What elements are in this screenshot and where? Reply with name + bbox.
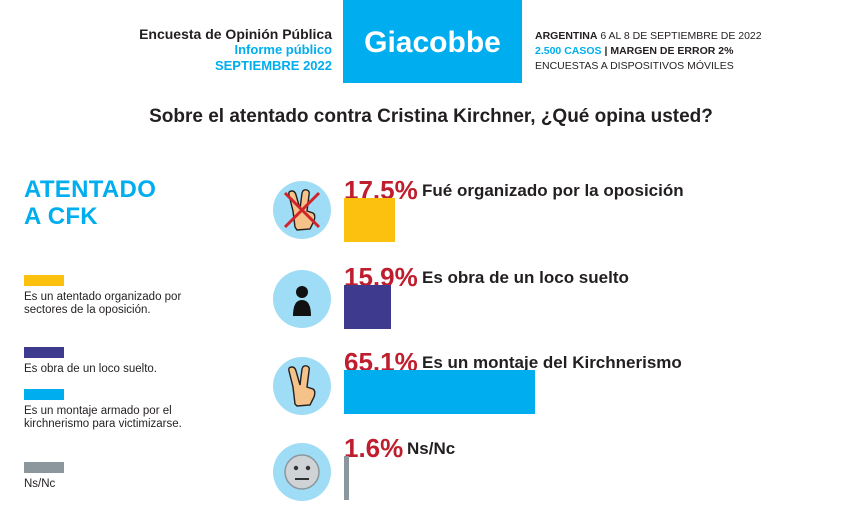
sample-line: 2.500 CASOS | MARGEN DE ERROR 2% (535, 44, 762, 59)
legend-swatch (24, 389, 64, 400)
person-silhouette-icon (273, 270, 331, 328)
bar-category-label: Ns/Nc (407, 439, 456, 458)
bar (344, 198, 395, 242)
bar-category-label: Es obra de un loco suelto (422, 268, 629, 287)
neutral-face-icon (273, 443, 331, 501)
bar-category-label: Fué organizado por la oposición (422, 181, 684, 200)
bar-value-label: 1.6% (344, 433, 404, 463)
legend-label: Ns/Nc (24, 478, 56, 490)
sample-cases: 2.500 CASOS (535, 45, 602, 57)
legend-item: Es un montaje armado por el kirchnerismo… (24, 389, 184, 431)
legend-label: Es un atentado organizado por sectores d… (24, 291, 182, 316)
legend-label: Es un montaje armado por el kirchnerismo… (24, 405, 182, 430)
bar (344, 370, 535, 414)
legend-swatch (24, 462, 64, 473)
victory-hand-icon (273, 357, 331, 415)
bar (344, 456, 349, 500)
header-right: ARGENTINA 6 AL 8 DE SEPTIEMBRE DE 2022 2… (535, 29, 762, 74)
survey-method: ENCUESTAS A DISPOSITIVOS MÓVILES (535, 60, 734, 72)
header-left: Encuesta de Opinión Pública Informe públ… (92, 26, 332, 74)
survey-title: Encuesta de Opinión Pública (139, 26, 332, 42)
section-title-line1: ATENTADO (24, 176, 157, 203)
legend-swatch (24, 347, 64, 358)
report-month: SEPTIEMBRE 2022 (214, 58, 332, 73)
bar-category-label: Es un montaje del Kirchnerismo (422, 353, 682, 372)
survey-question: Sobre el atentado contra Cristina Kirchn… (149, 106, 713, 127)
report-type: Informe público (234, 42, 333, 57)
legend-label: Es obra de un loco suelto. (24, 363, 157, 375)
margin-of-error: MARGEN DE ERROR 2% (610, 45, 734, 57)
survey-dates-line: ARGENTINA 6 AL 8 DE SEPTIEMBRE DE 2022 (535, 29, 762, 44)
survey-dates: 6 AL 8 DE SEPTIEMBRE DE 2022 (600, 30, 762, 42)
legend-item: Ns/Nc (24, 462, 184, 491)
legend-item: Es un atentado organizado por sectores d… (24, 275, 184, 317)
bar (344, 285, 391, 329)
country: ARGENTINA (535, 30, 598, 42)
separator: | (604, 45, 608, 57)
legend-swatch (24, 275, 64, 286)
crossed-victory-hand-icon (273, 181, 331, 239)
legend-item: Es obra de un loco suelto. (24, 347, 184, 376)
section-title-line2: A CFK (24, 203, 98, 230)
section-title: ATENTADO A CFK (24, 176, 156, 230)
brand-logo: Giacobbe (343, 0, 522, 83)
